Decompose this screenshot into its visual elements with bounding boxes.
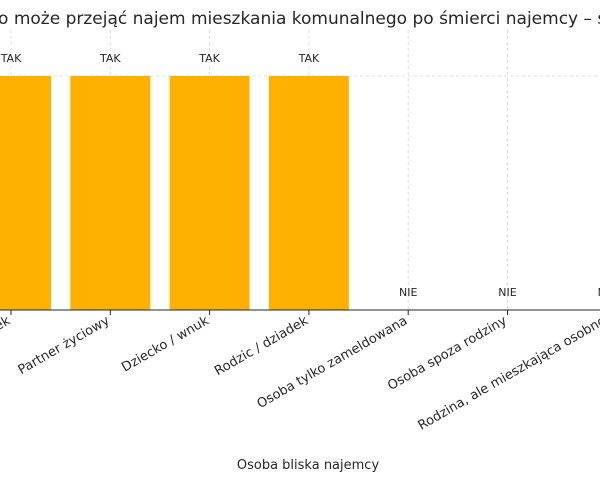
data-label: NIE bbox=[399, 286, 417, 299]
data-label: TAK bbox=[298, 52, 320, 65]
x-tick-label: Małżonek bbox=[0, 313, 13, 357]
x-tick-label: Dziecko / wnuk bbox=[119, 313, 212, 375]
data-label: TAK bbox=[0, 52, 22, 65]
chart-title: Kto może przejąć najem mieszkania komuna… bbox=[0, 9, 600, 29]
data-label: TAK bbox=[99, 52, 121, 65]
bar bbox=[268, 76, 349, 310]
x-tick-label: Rodzic / dziadek bbox=[212, 313, 311, 379]
data-label: NIE bbox=[498, 286, 516, 299]
bar bbox=[169, 76, 250, 310]
bar bbox=[70, 76, 151, 310]
x-tick-label: Partner życiowy bbox=[16, 313, 113, 378]
bar bbox=[0, 76, 51, 310]
x-axis-label: Osoba bliska najemcy bbox=[237, 458, 380, 473]
bars: TAK TAK TAK TAK NIE NIE NIE bbox=[0, 52, 600, 310]
data-label: NIE bbox=[598, 286, 600, 299]
x-axis: Małżonek Partner życiowy Dziecko / wnuk Rod… bbox=[0, 309, 600, 434]
x-tick-label: Rodzina, ale mieszkająca osobno bbox=[416, 313, 600, 433]
data-label: TAK bbox=[198, 52, 220, 65]
